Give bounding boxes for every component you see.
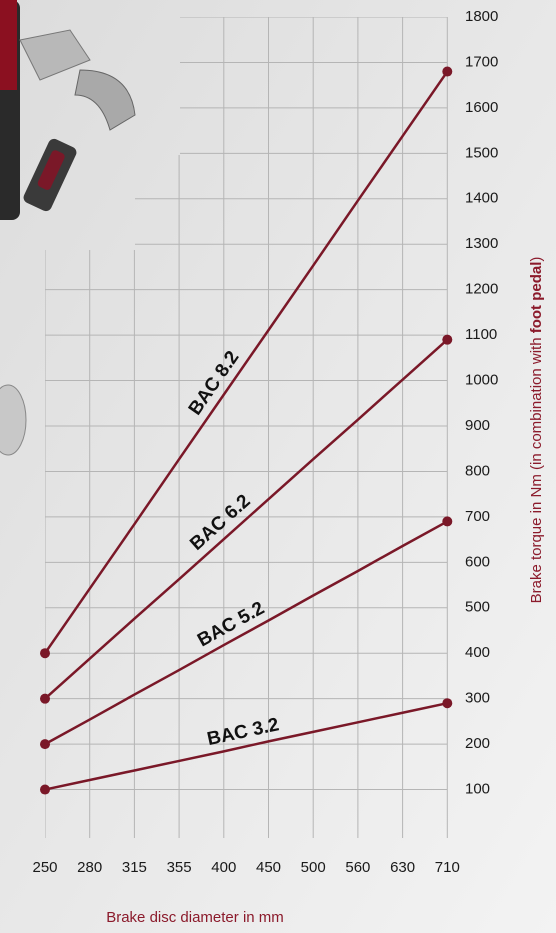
series-line <box>44 520 448 746</box>
y-tick-label: 800 <box>465 462 490 479</box>
y-tick-label: 1700 <box>465 53 498 70</box>
endpoint-marker <box>40 784 50 795</box>
y-tick-label: 100 <box>465 781 490 798</box>
x-tick-label: 315 <box>122 859 147 876</box>
x-tick-label: 630 <box>390 859 415 876</box>
endpoint-marker <box>40 693 50 704</box>
y-axis-title-part: ) <box>528 257 545 262</box>
x-tick-label: 710 <box>435 859 460 876</box>
y-tick-label: 400 <box>465 644 490 661</box>
y-tick-label: 1400 <box>465 190 498 207</box>
x-tick-label: 450 <box>256 859 281 876</box>
endpoint-marker <box>442 334 453 345</box>
y-tick-label: 300 <box>465 690 490 707</box>
x-tick-label: 280 <box>77 859 102 876</box>
endpoint-marker <box>40 739 50 750</box>
y-tick-label: 1100 <box>465 326 497 343</box>
y-tick-label: 700 <box>465 508 490 525</box>
series-line <box>44 701 448 791</box>
y-tick-label: 900 <box>465 417 490 434</box>
endpoint-marker <box>442 516 453 527</box>
y-tick-label: 500 <box>465 599 490 616</box>
x-tick-label: 250 <box>32 859 57 876</box>
x-tick-label: 500 <box>301 859 326 876</box>
product-image <box>0 0 136 456</box>
y-axis-title: Brake torque in Nm (in combination with … <box>528 257 545 604</box>
y-axis-title-bold: foot pedal <box>528 262 545 334</box>
y-tick-label: 200 <box>465 735 490 752</box>
x-tick-label: 400 <box>211 859 236 876</box>
y-tick-label: 1800 <box>465 8 498 25</box>
y-axis-title-part: Brake torque in Nm (in combination with <box>528 333 545 603</box>
x-tick-label: 355 <box>167 859 192 876</box>
series-line <box>44 338 449 700</box>
y-tick-label: 1000 <box>465 372 498 389</box>
endpoint-marker <box>442 66 453 77</box>
endpoint-marker <box>442 698 453 709</box>
y-tick-label: 1200 <box>465 281 498 298</box>
x-axis-title: Brake disc diameter in mm <box>106 909 284 926</box>
x-tick-label: 560 <box>345 859 370 876</box>
y-tick-label: 600 <box>465 553 490 570</box>
y-tick-label: 1500 <box>465 144 498 161</box>
series-line <box>43 70 449 654</box>
y-tick-label: 1300 <box>465 235 498 252</box>
endpoint-marker <box>40 648 50 659</box>
y-tick-label: 1600 <box>465 99 498 116</box>
